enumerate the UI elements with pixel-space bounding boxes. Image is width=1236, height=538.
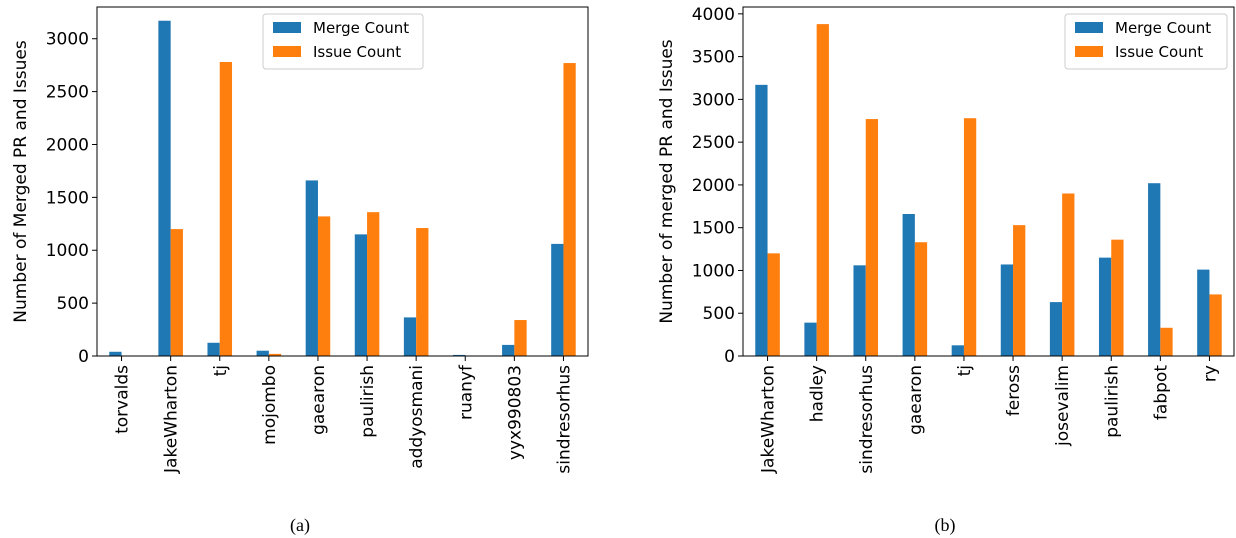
y-tick-label: 0 [724, 347, 735, 367]
y-tick-label: 2500 [46, 83, 89, 103]
bar-issue-JakeWharton [767, 253, 780, 356]
bar-issue-paulirish [367, 212, 380, 356]
legend-swatch-issue [273, 46, 301, 57]
bar-issue-fabpot [1160, 327, 1173, 356]
y-tick-label: 0 [78, 347, 89, 367]
x-tick-label: JakeWharton [759, 365, 779, 474]
bar-merge-feross [1000, 264, 1014, 356]
bar-merge-sindresorhus [551, 243, 564, 356]
y-tick-label: 1000 [692, 261, 735, 281]
y-tick-label: 1500 [46, 188, 89, 208]
plot-frame [96, 6, 589, 357]
bar-issue-sindresorhus [865, 119, 879, 356]
legend-label-merge: Merge Count [1115, 19, 1211, 37]
y-tick-label: 3000 [692, 90, 735, 110]
x-tick-label: ry [1200, 365, 1220, 382]
subfigure-caption: (b) [935, 515, 956, 536]
legend-swatch-merge [273, 22, 301, 33]
x-tick-label: mojombo [260, 365, 280, 445]
bar-issue-ry [1209, 294, 1222, 356]
y-tick-label: 1000 [46, 241, 89, 261]
bar-issue-mojombo [268, 353, 282, 356]
y-axis-label: Number of merged PR and Issues [657, 39, 677, 323]
legend-box [262, 13, 424, 70]
x-tick-label: fabpot [1151, 365, 1171, 420]
x-tick-label: tj [211, 365, 231, 376]
bar-merge-JakeWharton [158, 20, 171, 356]
legend-label-issue: Issue Count [313, 43, 401, 61]
legend-swatch-merge [1075, 22, 1103, 33]
bar-merge-tj [951, 345, 964, 356]
x-tick-label: feross [1004, 365, 1024, 416]
bar-issue-gaearon [914, 242, 928, 356]
bar-issue-JakeWharton [170, 229, 183, 356]
bar-issue-tj [219, 61, 233, 357]
y-tick-label: 500 [703, 304, 735, 324]
plot-frame [742, 6, 1235, 357]
bar-merge-ruanyf [452, 354, 466, 356]
bar-merge-JakeWharton [755, 84, 768, 356]
bar-merge-mojombo [256, 350, 269, 356]
x-tick-label: gaearon [906, 365, 926, 435]
legend: Merge Count Issue Count [262, 13, 424, 70]
y-tick-label: 2500 [692, 133, 735, 153]
bar-merge-ry [1197, 269, 1210, 356]
bar-issue-tj [963, 118, 977, 356]
bar-merge-gaearon [902, 214, 915, 356]
x-tick-label: hadley [808, 365, 828, 422]
x-tick-label: JakeWharton [162, 365, 182, 474]
legend-label-merge: Merge Count [313, 19, 409, 37]
x-tick-label: sindresorhus [554, 365, 574, 474]
bar-issue-addyosmani [416, 228, 429, 356]
bar-issue-josevalim [1062, 193, 1075, 356]
y-tick-label: 3500 [692, 48, 735, 68]
x-tick-label: tj [955, 365, 975, 376]
y-tick-label: 2000 [692, 176, 735, 196]
legend-label-issue: Issue Count [1115, 43, 1203, 61]
y-tick-label: 3000 [46, 30, 89, 50]
bar-merge-tj [207, 342, 220, 356]
bar-issue-yyx990803 [514, 320, 527, 356]
x-tick-label: torvalds [113, 365, 133, 434]
x-tick-label: addyosmani [407, 365, 427, 469]
y-tick-label: 500 [57, 294, 89, 314]
bar-merge-torvalds [109, 351, 122, 356]
legend-swatch-issue [1075, 46, 1103, 57]
subfigure-caption: (a) [290, 515, 310, 536]
x-tick-label: ruanyf [456, 364, 476, 420]
x-tick-label: sindresorhus [857, 365, 877, 474]
bar-merge-gaearon [305, 180, 318, 356]
bar-merge-fabpot [1148, 183, 1161, 356]
bar-merge-josevalim [1049, 302, 1063, 356]
bar-issue-sindresorhus [563, 63, 576, 357]
bar-merge-sindresorhus [853, 265, 866, 356]
bar-issue-paulirish [1111, 239, 1124, 356]
x-tick-label: josevalim [1053, 365, 1073, 447]
y-axis-label: Number of Merged PR and Issues [11, 40, 31, 323]
bar-merge-paulirish [1098, 257, 1112, 356]
x-tick-label: gaearon [309, 365, 329, 435]
bar-merge-addyosmani [403, 317, 417, 356]
legend-box [1064, 13, 1228, 70]
y-tick-label: 2000 [46, 135, 89, 155]
legend: Merge Count Issue Count [1064, 13, 1228, 70]
chart-panel-a: 0 500 1000 1500 2000 2500 3000 torvalds JakeWhar… [11, 6, 589, 536]
bar-merge-paulirish [354, 234, 368, 356]
bar-merge-hadley [804, 322, 817, 356]
x-tick-label: yyx990803 [505, 365, 525, 460]
x-tick-label: paulirish [1102, 365, 1122, 438]
x-tick-label: paulirish [358, 365, 378, 438]
bar-merge-yyx990803 [502, 344, 515, 356]
chart-panel-b: 0 500 1000 1500 2000 2500 3000 3500 4000 JakeWhar… [657, 5, 1235, 536]
y-tick-label: 4000 [692, 5, 735, 25]
bar-issue-hadley [816, 24, 829, 357]
bar-issue-gaearon [317, 216, 331, 356]
bar-issue-feross [1013, 225, 1026, 357]
y-tick-label: 1500 [692, 219, 735, 239]
